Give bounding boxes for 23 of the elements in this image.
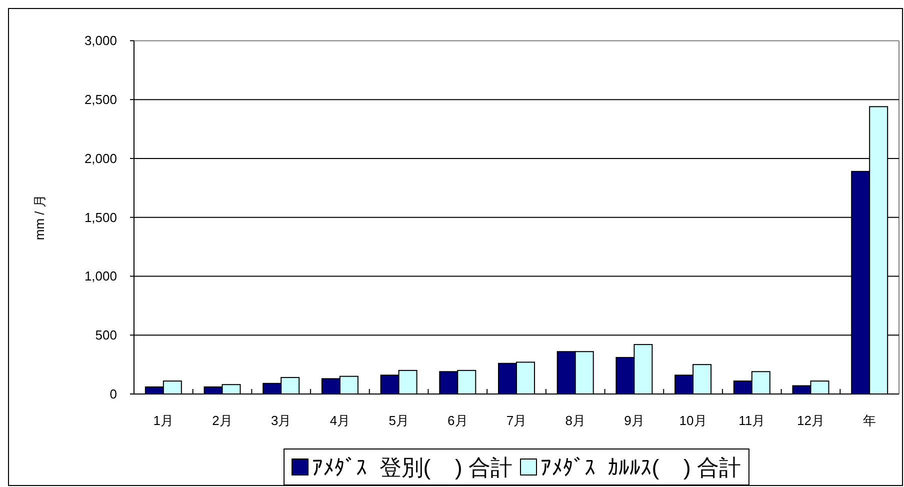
x-tick-label: 12月: [796, 413, 824, 428]
y-tick-label: 3,000: [84, 33, 117, 48]
y-tick-label: 1,000: [84, 268, 117, 284]
y-tick-label: 2,000: [84, 150, 117, 166]
y-tick-label: 0: [110, 386, 117, 402]
x-tick-label: 年: [863, 413, 876, 428]
x-tick-label: 9月: [624, 413, 644, 428]
x-tick-label: 10月: [679, 413, 707, 428]
y-tick-label: 2,500: [84, 92, 117, 108]
x-tick-label: 11月: [738, 413, 766, 428]
legend-label: ｱﾒﾀﾞｽ 登別( ) 合計: [312, 455, 512, 480]
x-tick-label: 5月: [388, 413, 409, 428]
x-tick-label: 3月: [271, 413, 292, 428]
x-tick-label: 1月: [153, 413, 174, 428]
y-tick-label: 500: [95, 328, 117, 343]
y-axis-title: mm / 月: [32, 194, 47, 240]
y-tick-label: 1,500: [84, 210, 117, 225]
x-tick-label: 4月: [330, 413, 350, 428]
legend-label: ｱﾒﾀﾞｽ ｶﾙﾙｽ( ) 合計: [540, 455, 741, 480]
x-tick-label: 2月: [212, 413, 232, 428]
x-tick-label: 7月: [506, 413, 527, 428]
x-tick-label: 6月: [448, 413, 468, 428]
x-tick-label: 8月: [565, 413, 586, 428]
